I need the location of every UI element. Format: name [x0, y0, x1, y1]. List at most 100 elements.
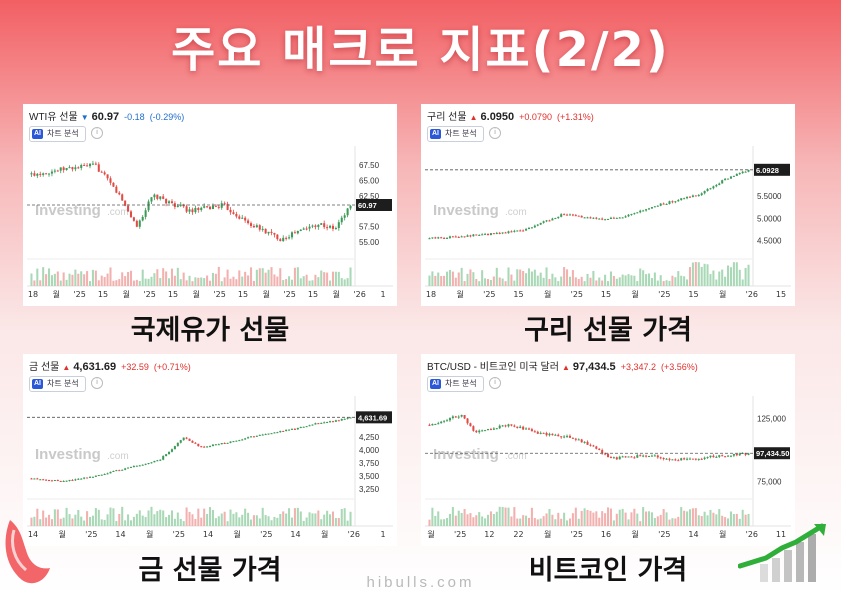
candle: [200, 446, 203, 448]
volume-bar: [346, 520, 349, 526]
candle: [721, 455, 724, 457]
ai-chart-analysis-button[interactable]: AI 차트 분석: [29, 376, 86, 392]
candle: [232, 441, 235, 443]
volume-bar: [226, 269, 229, 286]
volume-bar: [428, 275, 431, 286]
candle: [469, 235, 472, 237]
volume-bar: [197, 277, 200, 286]
candle: [127, 467, 130, 469]
x-tick-label: '25: [571, 290, 583, 299]
candle: [469, 423, 472, 427]
volume-bar: [127, 514, 130, 526]
info-icon[interactable]: i: [489, 127, 501, 139]
volume-bar: [103, 277, 106, 286]
ai-chart-analysis-button[interactable]: AI 차트 분석: [29, 126, 86, 142]
volume-bar: [536, 519, 539, 526]
candle: [86, 477, 89, 479]
ai-chart-analysis-button[interactable]: AI 차트 분석: [427, 376, 484, 392]
candle: [612, 457, 615, 459]
candle: [302, 426, 305, 428]
volume-bar: [176, 267, 179, 286]
candle: [288, 429, 291, 431]
volume-bar: [522, 271, 525, 286]
volume-bar: [39, 280, 42, 286]
candle: [627, 456, 630, 458]
candle: [252, 225, 255, 228]
candle: [647, 456, 651, 458]
candle: [671, 201, 674, 203]
x-tick-label: 15: [308, 290, 318, 299]
candle: [504, 425, 507, 427]
page-title: 주요 매크로 지표(2/2): [171, 22, 670, 78]
candle: [604, 219, 607, 221]
volume-bar: [519, 269, 522, 286]
x-tick-label: 월: [321, 529, 328, 539]
candle: [615, 457, 618, 460]
price-tag: 4,631.69: [358, 413, 387, 422]
volume-bar: [261, 507, 264, 526]
candle: [680, 198, 683, 201]
watermark-suffix: .com: [505, 451, 527, 462]
volume-bar: [727, 518, 730, 526]
info-icon[interactable]: i: [489, 377, 501, 389]
candle: [431, 237, 434, 239]
candle: [261, 434, 264, 436]
candle: [560, 436, 563, 438]
x-tick-label: '25: [658, 530, 670, 539]
volume-bar: [223, 511, 226, 526]
candle: [621, 217, 624, 219]
panel-caption: 국제유가 선물: [130, 315, 290, 346]
volume-bar: [688, 267, 692, 286]
volume-bar: [583, 281, 586, 286]
candle: [206, 446, 209, 448]
candle: [50, 480, 53, 482]
volume-bar: [706, 264, 709, 286]
volume-bar: [659, 275, 662, 286]
candle: [197, 443, 200, 447]
candle: [200, 207, 203, 211]
ai-chart-analysis-button[interactable]: AI 차트 분석: [427, 126, 484, 142]
candle: [334, 420, 337, 422]
volume-bar: [516, 269, 519, 286]
volume-bar: [238, 517, 241, 526]
candle: [168, 201, 171, 204]
candle: [150, 197, 153, 202]
x-tick-label: 월: [544, 529, 551, 539]
volume-bar: [668, 280, 671, 286]
volume-bar: [106, 514, 109, 526]
candle: [656, 455, 659, 458]
candle: [691, 195, 694, 197]
info-icon[interactable]: i: [91, 377, 103, 389]
candle: [691, 458, 694, 460]
volume-bar: [71, 274, 74, 286]
volume-bar: [460, 512, 463, 526]
volume-bar: [273, 516, 276, 526]
candle: [162, 456, 165, 460]
x-tick-label: 11: [776, 530, 786, 539]
candle: [645, 455, 648, 457]
info-icon[interactable]: i: [91, 127, 103, 139]
candle: [656, 205, 659, 207]
price-change-pct: (+3.56%): [660, 362, 698, 372]
price-tag: 97,434.50: [756, 449, 789, 458]
volume-bar: [457, 510, 460, 526]
candle: [138, 465, 141, 467]
volume-bar: [88, 516, 92, 526]
volume-bar: [337, 518, 340, 526]
candle: [258, 434, 261, 436]
candle: [525, 428, 528, 430]
volume-bar: [481, 516, 484, 526]
price-tag: 6.0928: [756, 166, 779, 175]
candle: [724, 178, 727, 181]
volume-bar: [282, 511, 285, 526]
volume-bar: [560, 276, 563, 286]
price-change: -0.18: [124, 112, 145, 122]
volume-bar: [595, 280, 598, 286]
volume-bar: [741, 509, 744, 526]
volume-bar: [320, 270, 323, 286]
candle: [706, 457, 709, 459]
volume-bar: [100, 275, 103, 286]
volume-bar: [557, 512, 560, 526]
candle: [296, 427, 299, 430]
candle: [165, 454, 168, 457]
